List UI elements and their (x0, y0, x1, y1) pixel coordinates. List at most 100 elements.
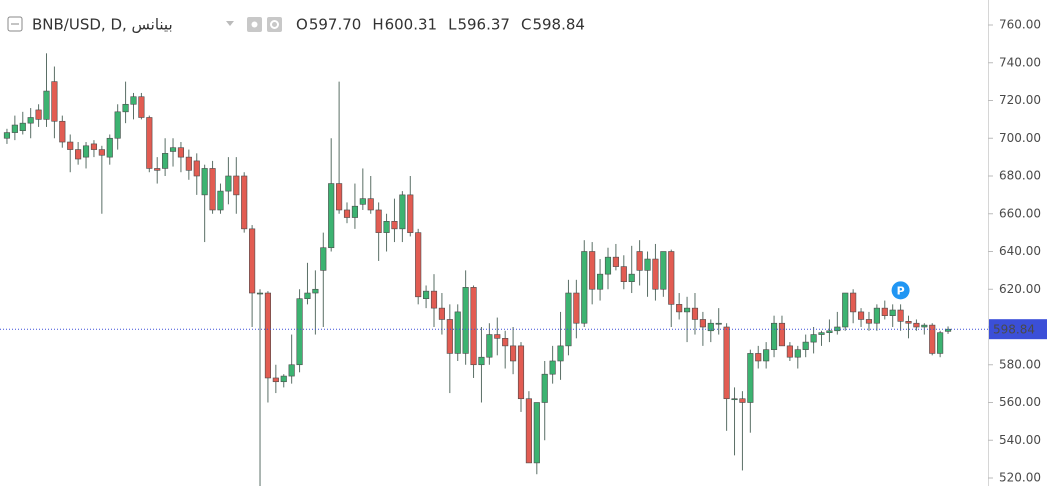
y-tick-label: 620.00 (999, 282, 1041, 296)
y-tick-label: 720.00 (999, 93, 1041, 107)
marker-label: P (897, 284, 905, 297)
dropdown-arrow[interactable] (226, 21, 234, 26)
candle-body (604, 256, 612, 275)
candle-body (154, 168, 161, 171)
candle-body (415, 232, 422, 298)
candle-body (937, 332, 944, 354)
ohlc-key: C (521, 16, 531, 34)
ohlc-key: O (296, 16, 308, 34)
candle-body (51, 81, 58, 122)
candle-body (312, 288, 319, 294)
candle-body (375, 209, 382, 233)
candle-body (597, 273, 604, 290)
candle-body (739, 398, 746, 403)
candle-body (533, 402, 540, 464)
y-tick-label: 700.00 (999, 131, 1041, 145)
candle-body (778, 322, 786, 347)
candle-body (589, 251, 596, 290)
candle-body (676, 304, 683, 313)
candle-body (660, 251, 667, 290)
y-tick-label: 560.00 (999, 395, 1041, 409)
candle-body (430, 290, 438, 309)
ohlc-value: 597.70 (309, 16, 362, 34)
y-tick-label: 740.00 (999, 55, 1041, 69)
candle-body (636, 251, 643, 271)
ohlc-key: H (372, 16, 383, 34)
candle-body (43, 90, 50, 120)
candle-body (755, 353, 762, 362)
candle-body (565, 292, 572, 347)
candle-body (114, 111, 121, 139)
candle-body (343, 209, 351, 218)
candle-body (826, 330, 833, 333)
ohlc-key: L (448, 16, 457, 34)
candle-body (399, 194, 406, 230)
candle-body (280, 375, 287, 383)
candle-body (272, 377, 279, 383)
candle-body (185, 156, 192, 171)
candle-body (763, 349, 770, 362)
candle-body (320, 247, 327, 271)
candle-body (502, 338, 509, 347)
candle-body (249, 228, 256, 294)
candle-body (367, 198, 374, 211)
candle-body (810, 334, 817, 343)
candle-body (478, 356, 485, 366)
candle-body (3, 132, 11, 139)
candle-body (715, 322, 722, 325)
candle-body (454, 311, 461, 354)
candle-body (407, 194, 414, 233)
candle-body (644, 258, 651, 271)
candle-body (913, 322, 920, 328)
candle-body (130, 96, 137, 105)
ohlc-value: 600.31 (385, 16, 438, 34)
candle-body (59, 120, 66, 143)
candle-body (90, 143, 98, 150)
y-tick-label: 680.00 (999, 169, 1041, 183)
candle-body (138, 96, 145, 118)
candle-body (897, 309, 904, 322)
candle-body (256, 292, 264, 295)
candle-body (336, 183, 343, 211)
candle-body (921, 324, 928, 328)
candle-body (802, 341, 809, 350)
candle-body (581, 251, 588, 324)
candle-body (209, 168, 216, 211)
candle-body (770, 322, 778, 350)
candle-body (684, 307, 691, 313)
candle-body (67, 141, 74, 150)
candle-body (106, 137, 113, 158)
candle-body (865, 319, 873, 324)
candle-body (652, 258, 659, 290)
candle-body (573, 292, 580, 324)
candle-body (549, 360, 556, 375)
candle-body (723, 326, 730, 400)
eye-icon (251, 21, 258, 28)
candle-body (146, 117, 153, 169)
candle-body (122, 103, 129, 113)
candle-body (794, 349, 801, 358)
candle-body (241, 175, 248, 230)
candle-body (786, 345, 793, 358)
settings-icon[interactable] (267, 17, 282, 32)
y-tick-label: 660.00 (999, 206, 1041, 220)
price-tag-label: 598.84 (993, 323, 1035, 337)
candle-body (929, 324, 936, 354)
candle-body (225, 175, 232, 192)
candle-body (731, 398, 738, 401)
candle-body (541, 373, 548, 403)
candle-body (177, 147, 185, 158)
candle-body (486, 334, 493, 358)
candle-body (217, 190, 224, 211)
candle-body (620, 266, 627, 283)
candle-body (850, 292, 857, 313)
candle-body (35, 109, 42, 120)
candle-body (517, 345, 525, 400)
candle-body (82, 145, 90, 158)
collapse-box[interactable] (7, 16, 23, 32)
candle-body (510, 345, 517, 362)
candle-body (75, 149, 82, 160)
candle-body (27, 117, 34, 124)
y-tick-label: 640.00 (999, 244, 1041, 258)
